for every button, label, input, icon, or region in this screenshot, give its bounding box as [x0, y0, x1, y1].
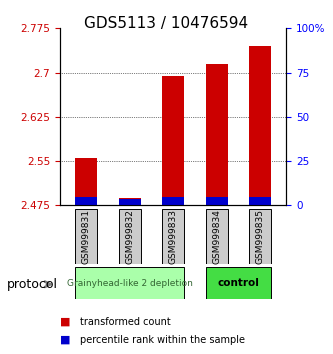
Text: percentile rank within the sample: percentile rank within the sample [80, 335, 245, 345]
Text: GSM999835: GSM999835 [256, 209, 265, 264]
Bar [75, 198, 97, 205]
Bar [162, 75, 184, 205]
FancyBboxPatch shape [206, 267, 271, 299]
Text: Grainyhead-like 2 depletion: Grainyhead-like 2 depletion [67, 279, 192, 288]
Bar [119, 198, 141, 205]
FancyBboxPatch shape [162, 209, 184, 264]
Text: transformed count: transformed count [80, 317, 171, 327]
Text: control: control [217, 278, 259, 288]
Text: ■: ■ [60, 335, 71, 345]
Text: ■: ■ [60, 317, 71, 327]
FancyBboxPatch shape [249, 209, 271, 264]
FancyBboxPatch shape [75, 267, 184, 299]
Text: GSM999834: GSM999834 [212, 209, 221, 264]
Text: GSM999831: GSM999831 [82, 209, 91, 264]
Text: GSM999832: GSM999832 [125, 209, 134, 264]
Text: protocol: protocol [7, 279, 58, 291]
Text: GDS5113 / 10476594: GDS5113 / 10476594 [85, 16, 248, 31]
FancyBboxPatch shape [75, 209, 97, 264]
Bar [249, 46, 271, 205]
Bar [206, 197, 227, 205]
Bar [119, 199, 141, 205]
Bar [206, 64, 227, 205]
Text: GSM999833: GSM999833 [168, 209, 178, 264]
Bar [75, 158, 97, 205]
FancyBboxPatch shape [206, 209, 227, 264]
Bar [162, 197, 184, 205]
Bar [249, 197, 271, 205]
FancyBboxPatch shape [119, 209, 141, 264]
